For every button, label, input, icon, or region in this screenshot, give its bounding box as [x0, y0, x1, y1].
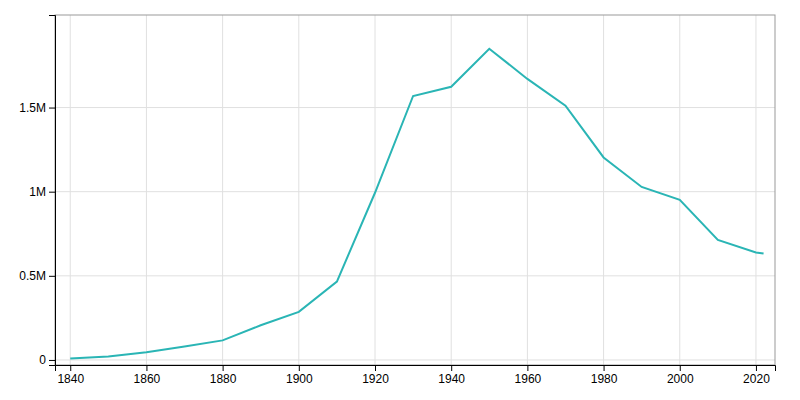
grid-line [55, 191, 775, 192]
tick: 1860 [134, 365, 161, 386]
x-axis: 1840 1860 1880 1900 1920 1940 1960 1980 2000 2020 [56, 365, 776, 386]
tick: 1960 [515, 365, 542, 386]
grid-line [451, 15, 452, 365]
tick-label: 2000 [667, 372, 694, 386]
tick-mark [527, 365, 528, 371]
tick-mark [299, 365, 300, 371]
tick: 1940 [438, 365, 465, 386]
tick-label: 1M [29, 185, 46, 199]
grid-line [603, 15, 604, 365]
grid-line [70, 15, 71, 365]
tick-label: 1860 [134, 372, 161, 386]
grid-line [527, 15, 528, 365]
tick-mark [49, 108, 55, 109]
tick-mark [70, 365, 71, 371]
tick: 1880 [210, 365, 237, 386]
tick-label: 1940 [438, 372, 465, 386]
tick-mark [49, 360, 55, 361]
tick: 1840 [57, 365, 84, 386]
grid-line [55, 359, 775, 360]
tick-label: 1840 [57, 372, 84, 386]
plot: 1840 1860 1880 1900 1920 1940 1960 1980 2000 2020… [19, 15, 775, 386]
tick-mark [680, 365, 681, 371]
tick-label: 0.5M [19, 269, 46, 283]
tick-mark [146, 365, 147, 371]
grid-line [55, 107, 775, 108]
grid-line [755, 15, 756, 365]
tick-label: 0 [39, 353, 46, 367]
grid-line [55, 275, 775, 276]
tick: 1M [29, 185, 55, 199]
grid-line [679, 15, 680, 365]
tick-label: 1920 [362, 372, 389, 386]
marks [70, 49, 763, 359]
x-axis-line [56, 366, 776, 372]
tick-mark [756, 365, 757, 371]
y-axis: 0 0.5M 1M 1.5M [19, 16, 55, 368]
grid-line [146, 15, 147, 365]
tick: 0 [39, 353, 55, 367]
tick: 1980 [591, 365, 618, 386]
tick: 1.5M [19, 101, 55, 115]
tick-mark [49, 276, 55, 277]
line [70, 49, 763, 359]
tick-label: 1.5M [19, 101, 46, 115]
tick-label: 1900 [286, 372, 313, 386]
plot-frame [55, 15, 775, 365]
tick-label: 1960 [515, 372, 542, 386]
tick-mark [49, 192, 55, 193]
tick: 1920 [362, 365, 389, 386]
tick-mark [451, 365, 452, 371]
tick-label: 1980 [591, 372, 618, 386]
tick-mark [604, 365, 605, 371]
tick-label: 1880 [210, 372, 237, 386]
chart: 1840 1860 1880 1900 1920 1940 1960 1980 2000 2020… [0, 0, 800, 400]
tick-mark [375, 365, 376, 371]
tick: 0.5M [19, 269, 55, 283]
tick: 2000 [667, 365, 694, 386]
tick-mark [223, 365, 224, 371]
grid-line [222, 15, 223, 365]
grid [55, 15, 775, 365]
tick: 1900 [286, 365, 313, 386]
tick: 2020 [743, 365, 770, 386]
y-axis-line [49, 16, 56, 366]
tick-label: 2020 [743, 372, 770, 386]
